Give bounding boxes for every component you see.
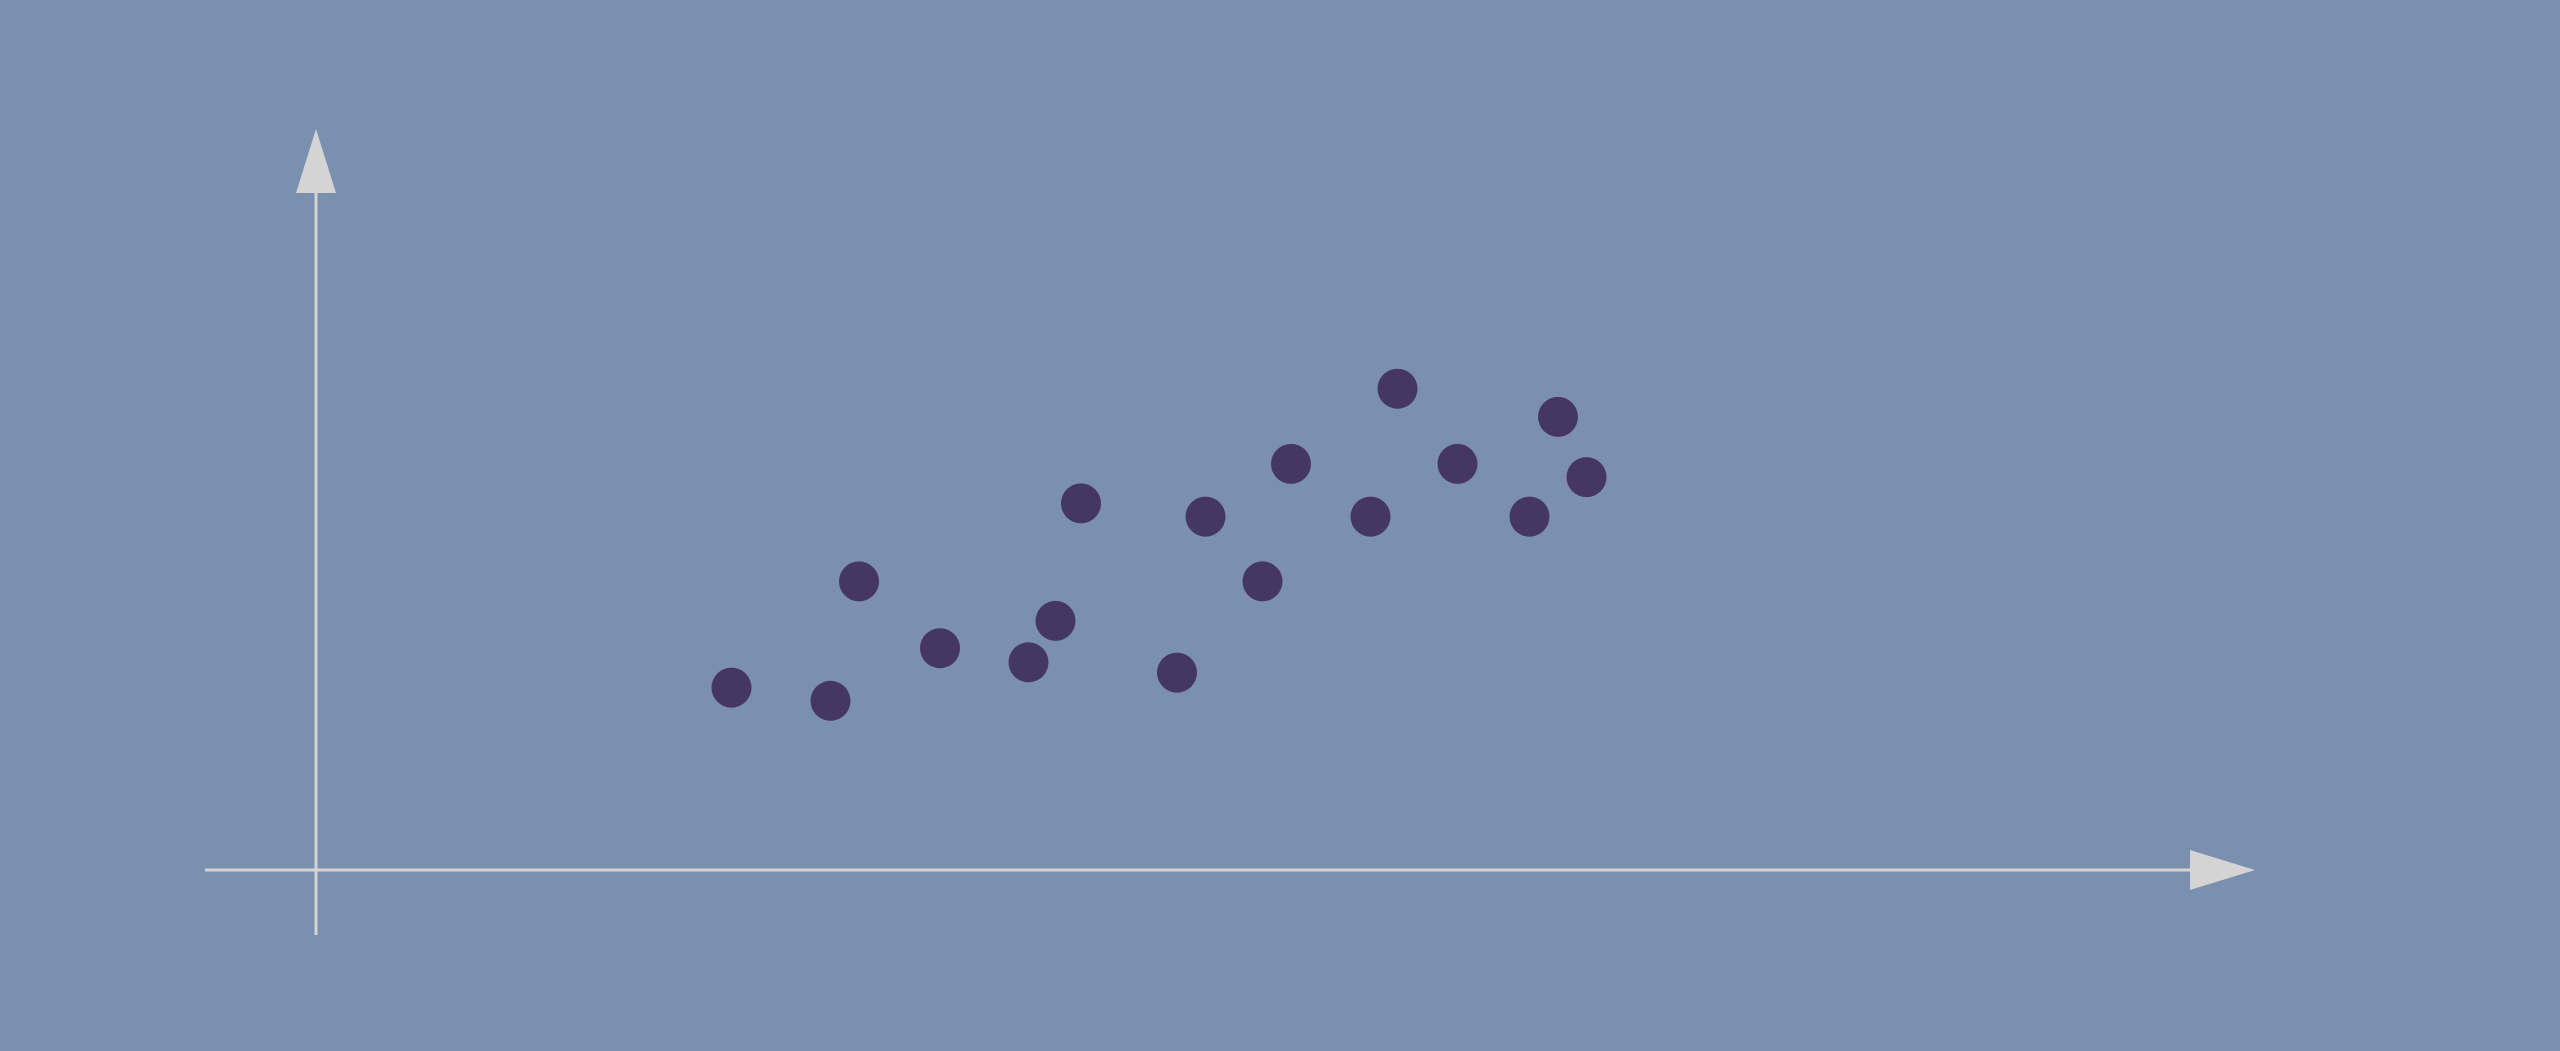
data-point <box>1566 457 1607 498</box>
data-point <box>1008 642 1049 683</box>
data-point <box>1538 396 1578 437</box>
y-axis-arrow-icon <box>296 129 336 193</box>
data-point <box>920 628 960 669</box>
data-point <box>1157 652 1197 693</box>
data-point <box>711 667 752 708</box>
data-point <box>1271 443 1311 484</box>
data-point <box>1377 368 1418 409</box>
axes <box>205 129 2255 935</box>
data-points <box>711 368 1607 721</box>
data-point <box>1035 600 1076 641</box>
data-point <box>1061 483 1101 524</box>
data-point <box>1509 496 1550 537</box>
data-point <box>1185 496 1226 537</box>
x-axis-arrow-icon <box>2190 850 2255 890</box>
data-point <box>1350 496 1391 537</box>
data-point <box>1437 443 1478 484</box>
data-point <box>1242 561 1283 602</box>
data-point <box>810 680 851 721</box>
data-point <box>839 561 879 602</box>
